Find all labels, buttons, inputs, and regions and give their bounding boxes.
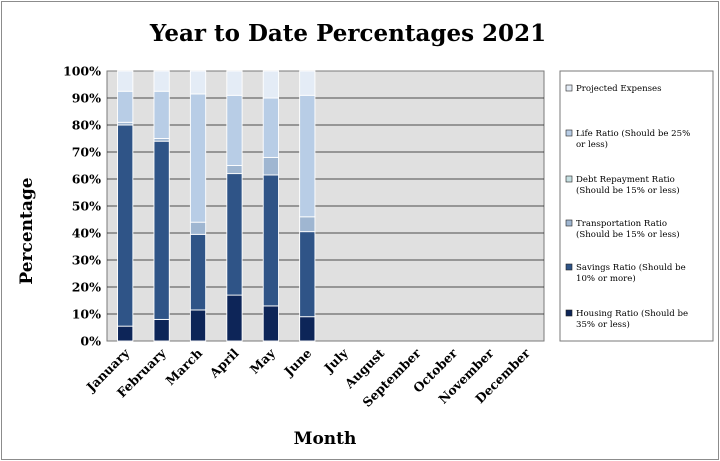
y-tick-label: 90% <box>72 91 101 106</box>
legend-swatch <box>565 309 573 317</box>
y-tick-label: 40% <box>72 226 101 241</box>
x-tick-label: June <box>280 345 314 379</box>
bar-segment <box>226 70 243 96</box>
bar-segment <box>189 93 207 223</box>
bar-segment <box>299 94 316 218</box>
y-tick-label: 60% <box>72 172 101 187</box>
legend-label: Life Ratio (Should be 25% or less) <box>576 128 690 150</box>
bar-segment <box>189 309 207 342</box>
legend-label: Housing Ratio (Should be 35% or less) <box>576 308 688 330</box>
y-axis-title: Percentage <box>17 177 37 284</box>
legend-label: Transportation Ratio (Should be 15% or le… <box>576 219 680 240</box>
bar-segment <box>117 325 134 342</box>
y-axis-ticks: 0% 10% 20% 30% 40% 50% 60% 70% 80% 90% 100% <box>63 64 101 349</box>
legend-box <box>559 70 714 342</box>
bar-segment <box>262 174 279 307</box>
bar-segment <box>189 70 207 95</box>
x-axis-title: Month <box>294 429 357 449</box>
bar-segment <box>299 316 316 342</box>
legend-swatch <box>565 129 573 137</box>
bar-segment <box>262 156 279 176</box>
bar-segment <box>226 173 243 296</box>
y-tick-label: 80% <box>72 118 101 133</box>
x-tick-label: April <box>206 345 242 381</box>
chart-title: Year to Date Percentages 2021 <box>149 20 546 47</box>
x-tick-label: July <box>320 345 351 376</box>
bar-segment <box>189 221 207 235</box>
y-tick-label: 100% <box>63 64 101 79</box>
legend-swatch <box>565 84 573 92</box>
legend-swatch <box>565 219 573 227</box>
bars <box>117 70 316 342</box>
bar-segment <box>226 165 243 175</box>
x-tick-label: March <box>163 346 206 389</box>
bar-segment <box>153 70 170 92</box>
legend-label: Savings Ratio (Should be 10% or more) <box>576 262 686 284</box>
bar-segment <box>189 233 207 311</box>
legend-swatch <box>565 263 573 271</box>
bar-segment <box>262 97 279 158</box>
bar-segment <box>299 216 316 233</box>
legend: Projected Expenses Life Ratio (Should be … <box>565 84 690 330</box>
bar-segment <box>153 318 170 342</box>
bar-segment <box>262 70 279 99</box>
bar-segment <box>153 90 170 139</box>
bar-segment <box>153 140 170 320</box>
bar-segment <box>299 70 316 96</box>
legend-swatch <box>565 175 573 183</box>
y-tick-label: 50% <box>72 199 101 214</box>
y-tick-label: 70% <box>72 145 101 160</box>
gridlines <box>107 97 544 315</box>
bar-segment <box>226 94 243 166</box>
bar-segment <box>226 294 243 342</box>
bar-segment <box>117 70 134 92</box>
bar-segment <box>117 90 134 123</box>
bar-segment <box>299 231 316 318</box>
bar-segment <box>262 305 279 342</box>
y-tick-label: 0% <box>80 334 101 349</box>
legend-label: Projected Expenses <box>576 84 662 94</box>
y-tick-label: 30% <box>72 253 101 268</box>
bar-segment <box>117 124 134 327</box>
y-tick-label: 10% <box>72 307 101 322</box>
y-tick-label: 20% <box>72 280 101 295</box>
legend-label: Debt Repayment Ratio (Should be 15% or le… <box>576 175 680 196</box>
x-tick-label: May <box>247 345 279 377</box>
